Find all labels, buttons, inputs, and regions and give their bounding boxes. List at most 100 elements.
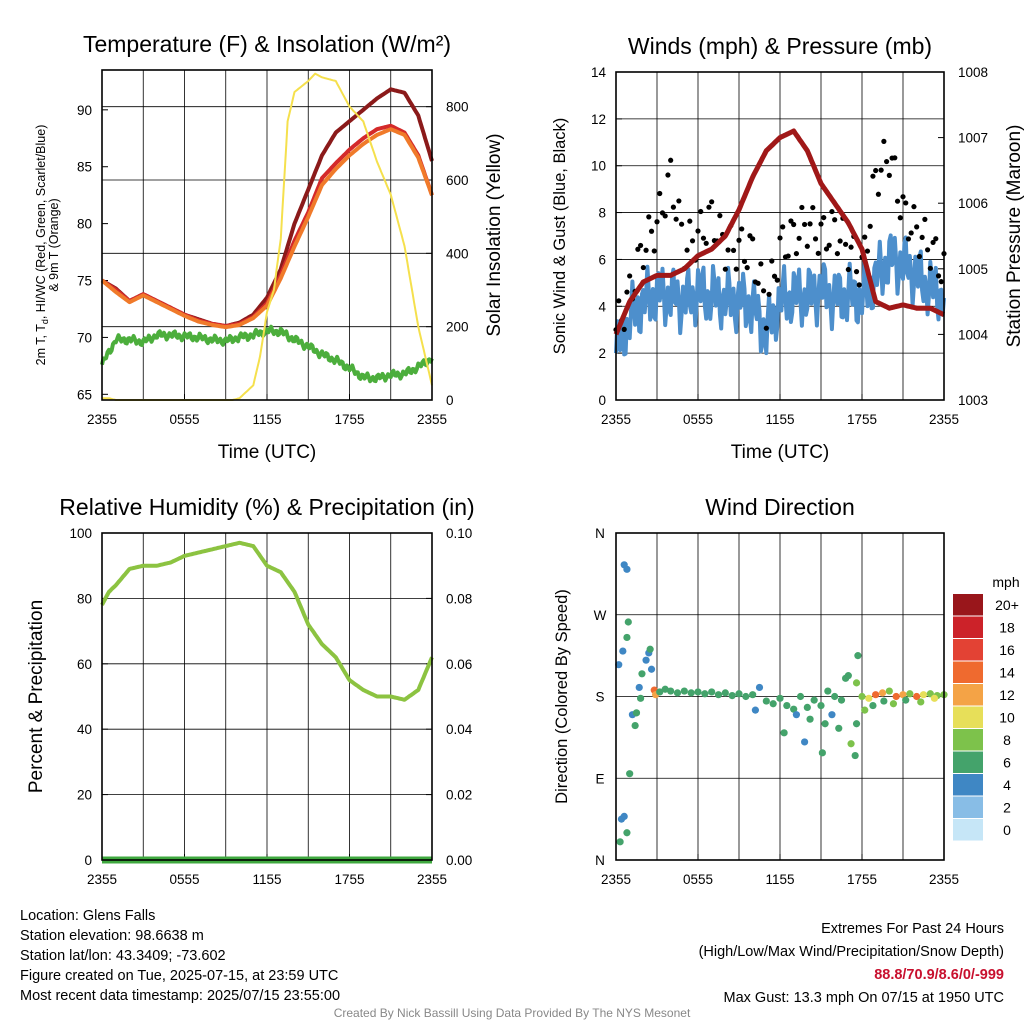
gust-point [733, 266, 739, 272]
direction-point [638, 670, 646, 678]
x-tick-label: 1155 [252, 872, 281, 887]
colorbar-label: 14 [999, 665, 1015, 681]
direction-point [631, 721, 639, 730]
y-axis-label-line2: & 9m T (Orange) [47, 198, 61, 291]
direction-point [851, 751, 859, 760]
y-tick-label: 65 [77, 387, 92, 402]
y2-tick-label: 200 [446, 320, 469, 335]
meteogram-figure: Temperature (F) & Insolation (W/m²) Time … [26, 31, 1024, 887]
gust-point [624, 289, 630, 295]
direction-point [792, 711, 801, 719]
gust-point [927, 265, 933, 271]
direction-point [818, 749, 826, 757]
direction-point [701, 690, 709, 698]
colorbar-swatch [953, 819, 983, 841]
gust-point [700, 235, 707, 241]
series-line [613, 128, 946, 336]
colorbar-label: 16 [999, 642, 1015, 658]
plot-frame [615, 532, 945, 861]
direction-point [835, 724, 843, 732]
figure-created: Figure created on Tue, 2025-07-15, at 23… [20, 968, 339, 984]
colorbar-label: 10 [999, 710, 1015, 726]
direction-point [858, 692, 866, 701]
y-tick-label: 80 [77, 591, 92, 606]
direction-point [913, 692, 921, 701]
gust-point [662, 213, 668, 219]
colorbar-title: mph [992, 574, 1019, 590]
y2-tick-label: 0.04 [446, 722, 473, 737]
direction-point [673, 689, 682, 697]
station-info: Location: Glens Falls Station elevation:… [20, 906, 340, 1006]
direction-point [751, 706, 760, 714]
gust-point [744, 265, 750, 271]
direction-point [616, 838, 624, 846]
gust-point [810, 204, 816, 211]
direction-point [762, 697, 770, 705]
x-tick-label: 2355 [601, 872, 631, 887]
colorbar-swatch [953, 706, 983, 728]
chart-panel-3: Relative Humidity (%) & Precipitation (i… [26, 494, 475, 887]
y2-axis-label: Station Pressure (Maroon) [1004, 125, 1024, 348]
direction-point [769, 700, 777, 708]
direction-point [821, 720, 829, 728]
y2-tick-label: 0.06 [446, 657, 472, 672]
x-tick-label: 2355 [601, 412, 631, 427]
gust-point [886, 172, 892, 178]
direction-point [680, 687, 688, 695]
chart-title: Relative Humidity (%) & Precipitation (i… [59, 494, 474, 520]
gust-point [709, 199, 715, 205]
y2-tick-label: 1008 [958, 65, 988, 80]
direction-point [837, 696, 846, 704]
x-tick-label: 2355 [929, 872, 959, 887]
chart-panel-1: Temperature (F) & Insolation (W/m²) Time … [34, 31, 505, 463]
y-tick-label: S [595, 690, 604, 705]
gust-point [930, 239, 936, 246]
y2-tick-label: 0.02 [446, 788, 472, 803]
gust-point [933, 236, 939, 242]
gust-point [689, 238, 696, 244]
direction-point [852, 720, 861, 728]
gust-point [777, 235, 783, 241]
direction-point [632, 709, 641, 717]
y-tick-label: 20 [77, 788, 92, 803]
direction-point [620, 812, 628, 821]
gust-point [935, 273, 942, 279]
colorbar-label: 20+ [995, 597, 1019, 613]
direction-point [780, 729, 788, 737]
colorbar-swatch [953, 594, 983, 616]
gust-point [829, 208, 835, 215]
gust-point [640, 264, 646, 271]
y-axis-label: 2m T, Td, HI/WC (Red, Green, Scarlet/Blu… [34, 125, 50, 366]
direction-point [796, 692, 805, 701]
y-axis-label-rest: , HI/WC (Red, Green, Scarlet/Blue) [34, 125, 48, 320]
direction-point [828, 711, 836, 719]
gust-point [673, 216, 679, 222]
gust-point [725, 247, 731, 253]
direction-point [831, 692, 839, 701]
gust-point [845, 266, 851, 273]
colorbar-swatch [953, 684, 983, 706]
gust-point [780, 224, 786, 230]
gust-point [826, 242, 832, 248]
direction-point [790, 705, 798, 713]
direction-point [776, 694, 784, 702]
gust-point [616, 298, 622, 304]
x-tick-label: 2355 [417, 872, 447, 887]
colorbar-label: 0 [1003, 822, 1011, 838]
direction-point [801, 738, 809, 746]
y-tick-label: 40 [77, 722, 92, 737]
plot-frame [101, 532, 433, 861]
y2-tick-label: 400 [446, 246, 469, 261]
colorbar-label: 8 [1003, 732, 1011, 748]
chart-title: Winds (mph) & Pressure (mb) [628, 33, 932, 59]
gust-point [687, 218, 693, 224]
gust-point [654, 219, 660, 225]
colorbar-swatch [953, 661, 983, 683]
y2-tick-label: 0.08 [446, 591, 472, 606]
gust-point [856, 282, 862, 288]
colorbar-label: 18 [999, 620, 1015, 636]
y-tick-label: 75 [77, 274, 92, 289]
direction-point [642, 656, 650, 664]
y2-axis-label: Solar Insolation (Yellow) [484, 133, 505, 336]
colorbar-label: 4 [1003, 777, 1011, 793]
